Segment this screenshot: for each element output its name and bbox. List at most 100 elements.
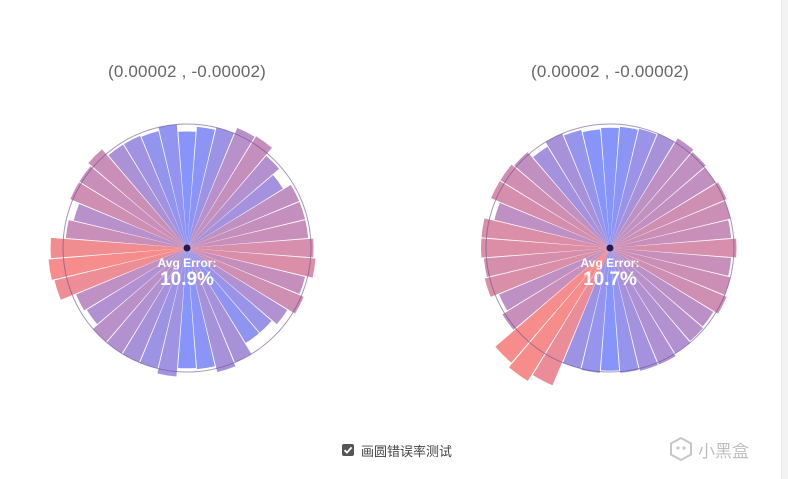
error-wedge <box>88 149 187 248</box>
avg-error-label: Avg Error: <box>580 256 640 270</box>
error-wedge <box>610 128 657 248</box>
error-wedge <box>157 248 187 377</box>
error-wedge <box>86 248 187 325</box>
error-wedge <box>123 135 187 248</box>
error-wedge <box>187 248 304 314</box>
error-wedge <box>494 202 610 248</box>
error-wedge <box>122 248 187 363</box>
circle-error-test-toggle[interactable]: 画圆错误率测试 <box>342 441 452 459</box>
error-wedge <box>481 238 610 258</box>
error-wedge <box>106 248 187 354</box>
error-wedge <box>73 203 187 248</box>
error-wedge <box>610 167 716 248</box>
error-wedge <box>610 238 737 258</box>
heybox-logo-icon <box>670 436 692 462</box>
coordinate-readout: (0.00002 , -0.00002) <box>107 62 267 81</box>
scrollbar-track[interactable] <box>781 0 788 479</box>
error-wedge <box>491 181 610 248</box>
error-wedge <box>545 133 610 248</box>
error-wedge <box>495 248 610 363</box>
avg-error-label: Avg Error: <box>157 256 217 270</box>
error-wedge <box>141 131 187 248</box>
error-wedge <box>187 248 215 370</box>
error-wedge <box>600 248 620 371</box>
error-wedge <box>563 129 610 248</box>
error-wedge <box>108 144 187 248</box>
circle-test-panel-1: (0.00002 , -0.00002) Avg Error: 10.9% <box>37 58 337 398</box>
error-wedge <box>48 248 187 280</box>
error-wedge <box>610 220 732 248</box>
error-wedge <box>140 248 187 369</box>
error-wedge <box>563 248 610 369</box>
error-wedge <box>509 248 610 381</box>
error-wedge <box>79 166 187 248</box>
error-wedge <box>582 129 610 248</box>
error-wedge <box>187 248 252 363</box>
error-wedge <box>533 146 610 248</box>
error-wedge <box>610 248 658 371</box>
reference-circle <box>62 123 312 373</box>
error-wedge <box>500 164 610 248</box>
error-wedge <box>187 175 283 248</box>
error-wedge <box>581 248 610 373</box>
error-wedge <box>484 248 610 297</box>
error-wedge <box>610 248 639 373</box>
error-wedge <box>187 248 236 373</box>
error-wedge <box>158 124 187 248</box>
error-wedge <box>187 248 306 295</box>
error-wedge <box>610 248 727 314</box>
error-wedge <box>610 138 694 248</box>
error-wedge <box>481 218 610 248</box>
watermark-text: 小黑盒 <box>698 441 749 461</box>
check-icon <box>343 446 353 454</box>
error-wedge <box>187 238 314 258</box>
error-wedge <box>187 126 215 248</box>
error-wedge <box>610 248 691 354</box>
error-wedge <box>610 248 704 342</box>
watermark: 小黑盒 <box>668 436 749 462</box>
error-wedge <box>610 248 714 327</box>
error-wedge <box>514 152 610 248</box>
error-wedge <box>610 182 727 248</box>
error-wedge <box>187 201 306 248</box>
circle-test-panel-2: (0.00002 , -0.00002) Avg Error: 10.7% <box>460 58 760 398</box>
error-wedge <box>187 248 288 325</box>
reference-circle <box>485 123 735 373</box>
error-wedge <box>178 131 196 248</box>
error-wedge <box>499 248 610 311</box>
avg-error-value: 10.7% <box>583 269 637 290</box>
toggle-label: 画圆错误率测试 <box>361 443 453 459</box>
center-point <box>606 244 614 252</box>
error-wedge <box>610 248 731 295</box>
error-wedge <box>610 248 732 276</box>
error-wedge <box>187 184 300 248</box>
error-wedge <box>178 248 196 369</box>
error-wedge <box>187 127 255 248</box>
error-wedge <box>70 182 187 248</box>
polar-error-chart <box>481 123 737 386</box>
error-wedge <box>187 155 280 248</box>
avg-error-value: 10.9% <box>160 269 214 290</box>
error-wedge <box>532 248 610 386</box>
error-wedge <box>50 237 187 259</box>
error-wedge <box>483 248 610 278</box>
error-wedge <box>610 248 676 365</box>
error-wedge <box>187 127 234 248</box>
checkbox[interactable] <box>342 444 354 456</box>
coordinate-readout: (0.00002 , -0.00002) <box>530 62 690 81</box>
error-wedge <box>187 136 272 248</box>
error-wedge <box>93 248 187 342</box>
error-wedge <box>187 220 309 248</box>
error-wedge <box>65 220 187 248</box>
center-point <box>183 244 191 252</box>
error-wedge <box>187 248 260 343</box>
error-wedge <box>76 248 187 311</box>
error-wedge <box>610 133 675 248</box>
error-wedge <box>502 248 610 330</box>
error-wedge <box>187 248 316 278</box>
error-wedge <box>610 152 706 248</box>
polar-error-chart <box>48 123 316 377</box>
error-wedge <box>187 248 272 333</box>
error-wedge <box>601 127 619 248</box>
error-wedge <box>610 201 731 248</box>
